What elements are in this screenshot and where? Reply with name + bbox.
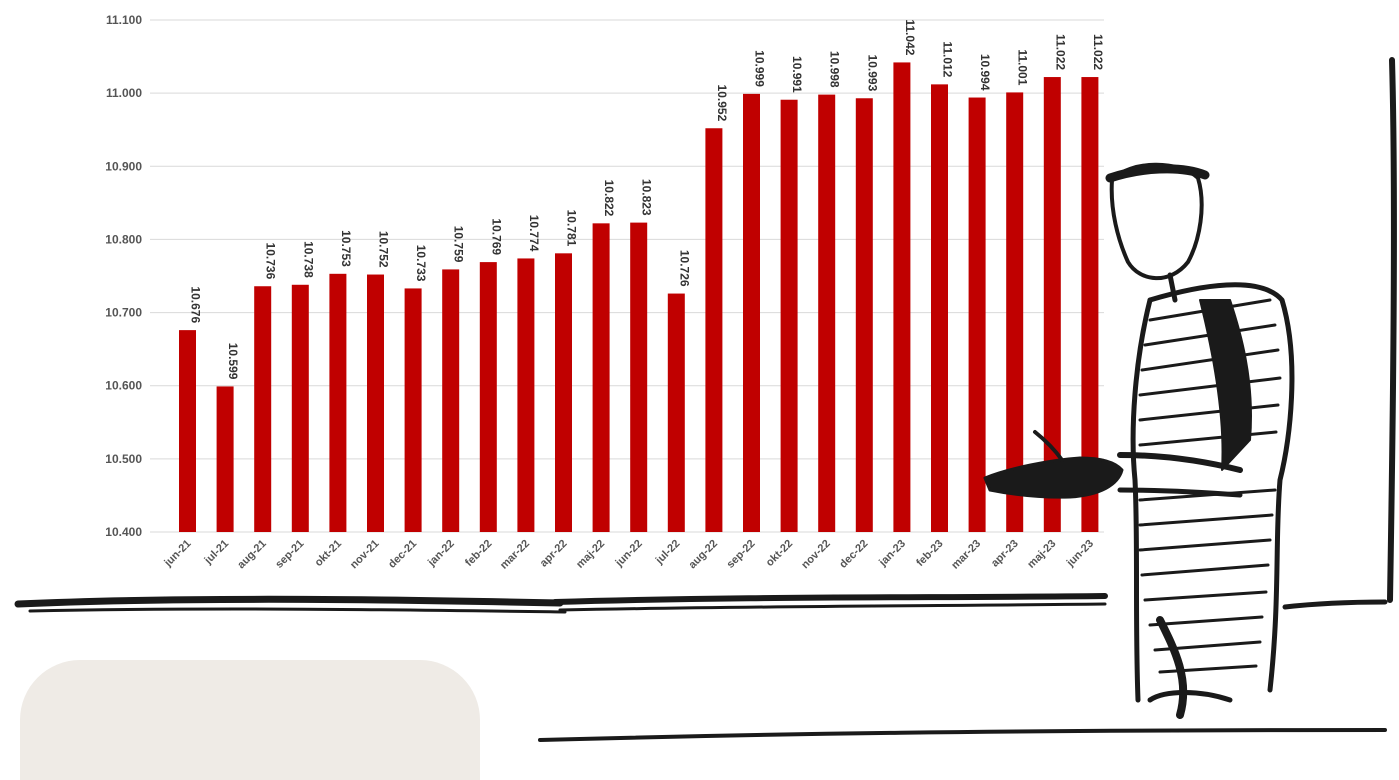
bar bbox=[667, 293, 685, 532]
data-label: 11.012 bbox=[941, 41, 955, 77]
y-tick-label: 10.900 bbox=[105, 159, 142, 173]
data-label: 10.769 bbox=[489, 218, 503, 255]
bar bbox=[367, 274, 384, 532]
bar bbox=[479, 262, 497, 532]
bar bbox=[1081, 77, 1099, 533]
bar bbox=[743, 93, 760, 533]
data-label: 10.994 bbox=[978, 54, 992, 91]
y-tick-label: 10.700 bbox=[105, 306, 142, 320]
bar bbox=[1043, 77, 1061, 533]
bar bbox=[1006, 92, 1024, 532]
bar bbox=[329, 273, 347, 532]
beige-card bbox=[20, 660, 480, 780]
x-tick-label: jun-23 bbox=[1064, 538, 1096, 570]
data-label: 10.753 bbox=[339, 230, 353, 267]
x-tick-label: jul-22 bbox=[653, 538, 683, 568]
brush-stroke-lines bbox=[14, 593, 1388, 742]
bar bbox=[291, 284, 309, 532]
bar bbox=[630, 222, 648, 532]
data-label: 10.999 bbox=[753, 50, 767, 87]
data-label: 10.599 bbox=[226, 343, 240, 380]
bar bbox=[254, 286, 272, 532]
data-label: 10.952 bbox=[715, 85, 729, 122]
data-labels: 10.676 10.599 10.736 10.738 10.753 10.752 10.7… bbox=[189, 19, 1105, 379]
data-label: 10.738 bbox=[301, 241, 315, 278]
x-tick-label: dec-21 bbox=[386, 538, 419, 571]
x-tick-label: okt-22 bbox=[764, 538, 795, 569]
bar bbox=[931, 84, 948, 532]
data-label: 10.726 bbox=[677, 250, 691, 287]
y-tick-label: 10.500 bbox=[105, 452, 142, 466]
x-tick-label: jan-23 bbox=[876, 538, 908, 570]
y-tick-label: 10.600 bbox=[105, 379, 142, 393]
y-tick-label: 10.400 bbox=[105, 525, 142, 539]
data-label: 11.022 bbox=[1053, 34, 1067, 70]
x-tick-label: aug-22 bbox=[686, 538, 720, 572]
x-tick-label: nov-21 bbox=[348, 538, 382, 572]
data-label: 10.781 bbox=[565, 210, 579, 247]
x-tick-label: feb-22 bbox=[463, 538, 494, 569]
bar bbox=[855, 98, 873, 533]
x-tick-label: nov-22 bbox=[799, 538, 833, 572]
bar bbox=[893, 62, 911, 533]
bar bbox=[216, 386, 234, 532]
data-label: 11.022 bbox=[1091, 34, 1105, 70]
x-axis: jun-21 jul-21 aug-21 sep-21 okt-21 nov-21 dec-… bbox=[162, 538, 1097, 572]
bars bbox=[179, 62, 1099, 533]
bar bbox=[780, 99, 798, 533]
x-tick-label: maj-23 bbox=[1025, 538, 1058, 571]
data-label: 10.774 bbox=[527, 215, 541, 252]
x-tick-label: jul-21 bbox=[202, 538, 232, 568]
bar bbox=[555, 253, 572, 532]
data-label: 10.823 bbox=[640, 179, 654, 216]
y-axis: 10.400 10.500 10.600 10.700 10.800 10.900 11.0… bbox=[105, 13, 142, 539]
data-label: 11.001 bbox=[1016, 49, 1030, 85]
x-tick-label: mar-22 bbox=[498, 538, 532, 572]
x-tick-label: sep-21 bbox=[273, 538, 306, 571]
data-label: 10.736 bbox=[264, 243, 278, 280]
x-tick-label: apr-22 bbox=[538, 538, 570, 570]
bar bbox=[592, 223, 610, 532]
y-tick-label: 11.100 bbox=[106, 13, 142, 27]
bar bbox=[705, 128, 723, 532]
data-label: 10.822 bbox=[602, 180, 616, 217]
x-tick-label: jan-22 bbox=[425, 538, 457, 570]
x-tick-label: okt-21 bbox=[313, 538, 344, 569]
data-label: 10.733 bbox=[414, 245, 428, 282]
x-tick-label: apr-23 bbox=[989, 538, 1021, 570]
data-label: 10.752 bbox=[377, 231, 391, 268]
x-tick-label: aug-21 bbox=[235, 538, 269, 572]
bar bbox=[818, 94, 836, 532]
sketched-man-pointing-icon bbox=[983, 57, 1397, 719]
gridlines bbox=[150, 19, 1104, 533]
bar bbox=[968, 97, 986, 532]
bar bbox=[404, 288, 422, 532]
data-label: 11.042 bbox=[903, 19, 917, 55]
x-tick-label: mar-23 bbox=[949, 538, 983, 572]
data-label: 10.993 bbox=[865, 55, 879, 92]
bar-chart: 10.400 10.500 10.600 10.700 10.800 10.900 11.0… bbox=[14, 13, 1397, 742]
data-label: 10.676 bbox=[189, 286, 203, 323]
x-tick-label: jun-22 bbox=[613, 538, 645, 570]
y-tick-label: 10.800 bbox=[105, 232, 142, 246]
data-label: 10.759 bbox=[452, 226, 466, 263]
bar bbox=[517, 258, 535, 532]
x-tick-label: dec-22 bbox=[837, 538, 870, 571]
bar bbox=[442, 269, 460, 532]
bar bbox=[179, 330, 196, 532]
x-tick-label: jun-21 bbox=[162, 538, 194, 570]
y-tick-label: 11.000 bbox=[106, 86, 142, 100]
x-tick-label: maj-22 bbox=[574, 538, 607, 571]
x-tick-label: sep-22 bbox=[724, 538, 757, 571]
data-label: 10.991 bbox=[790, 56, 804, 93]
x-tick-label: feb-23 bbox=[914, 538, 945, 569]
data-label: 10.998 bbox=[828, 51, 842, 88]
